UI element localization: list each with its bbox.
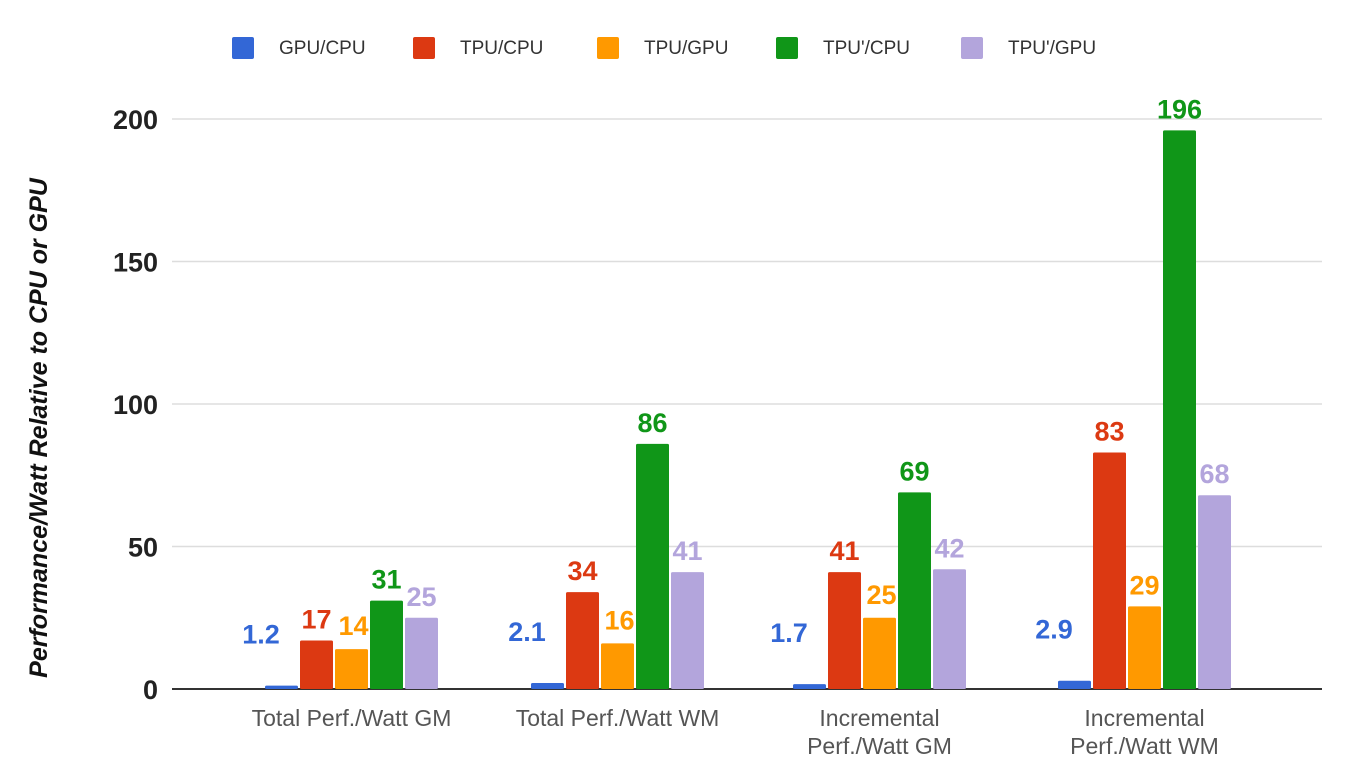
x-tick-label: Incremental xyxy=(819,705,939,731)
bar xyxy=(671,572,704,689)
bar xyxy=(601,643,634,689)
data-label: 41 xyxy=(829,536,859,566)
data-label: 2.9 xyxy=(1035,615,1073,645)
data-label: 31 xyxy=(371,565,401,595)
x-tick-label: Total Perf./Watt GM xyxy=(252,705,452,731)
gridlines xyxy=(172,118,1322,690)
data-label: 83 xyxy=(1094,416,1124,446)
legend-label: TPU/GPU xyxy=(644,38,728,59)
bar xyxy=(1198,495,1231,689)
x-tick-label: Perf./Watt WM xyxy=(1070,733,1219,759)
data-label: 14 xyxy=(338,611,368,641)
bar xyxy=(531,683,564,689)
legend-swatch xyxy=(597,37,619,59)
y-tick-label: 150 xyxy=(113,248,158,278)
data-label: 17 xyxy=(301,605,331,635)
x-tick-label: Perf./Watt GM xyxy=(807,733,952,759)
bar xyxy=(828,572,861,689)
x-tick-label: Total Perf./Watt WM xyxy=(516,705,720,731)
bars xyxy=(265,130,1231,689)
legend-label: TPU'/GPU xyxy=(1008,38,1096,59)
bar xyxy=(1128,606,1161,689)
legend-swatch xyxy=(961,37,983,59)
data-label: 1.7 xyxy=(770,618,808,648)
data-label: 25 xyxy=(866,580,896,610)
data-label: 86 xyxy=(637,408,667,438)
legend-label: TPU'/CPU xyxy=(823,38,910,59)
x-axis-ticks: Total Perf./Watt GM Total Perf./Watt WM In… xyxy=(252,705,1219,759)
bar xyxy=(793,684,826,689)
y-axis-ticks: 0 50 100 150 200 xyxy=(113,105,158,705)
bar xyxy=(265,685,298,689)
bar xyxy=(370,600,403,689)
data-label: 16 xyxy=(604,605,634,635)
data-label: 2.1 xyxy=(508,617,546,647)
legend: GPU/CPU TPU/CPU TPU/GPU TPU'/CPU TPU'/GPU xyxy=(232,37,1096,59)
bar xyxy=(636,443,669,689)
data-label: 69 xyxy=(899,456,929,486)
bar xyxy=(898,492,931,689)
legend-swatch xyxy=(413,37,435,59)
legend-label: TPU/CPU xyxy=(460,38,543,59)
bar xyxy=(1093,452,1126,689)
bar xyxy=(863,617,896,689)
bar xyxy=(335,649,368,689)
x-tick-label: Incremental xyxy=(1084,705,1204,731)
y-tick-label: 200 xyxy=(113,105,158,135)
bar xyxy=(1058,680,1091,689)
bar xyxy=(933,569,966,689)
bar xyxy=(405,617,438,689)
data-label: 25 xyxy=(406,582,436,612)
bar xyxy=(566,592,599,689)
data-label: 68 xyxy=(1199,459,1229,489)
data-label: 42 xyxy=(934,533,964,563)
y-tick-label: 0 xyxy=(143,675,158,705)
bar xyxy=(300,640,333,689)
y-tick-label: 50 xyxy=(128,533,158,563)
legend-swatch xyxy=(776,37,798,59)
legend-swatch xyxy=(232,37,254,59)
y-axis-label: Performance/Watt Relative to CPU or GPU xyxy=(25,177,53,678)
data-label: 29 xyxy=(1129,570,1159,600)
data-label: 41 xyxy=(672,536,702,566)
data-label: 1.2 xyxy=(242,620,280,650)
y-tick-label: 100 xyxy=(113,390,158,420)
bar xyxy=(1163,130,1196,689)
data-label: 34 xyxy=(567,556,597,586)
data-label: 196 xyxy=(1157,94,1202,124)
legend-label: GPU/CPU xyxy=(279,38,366,59)
